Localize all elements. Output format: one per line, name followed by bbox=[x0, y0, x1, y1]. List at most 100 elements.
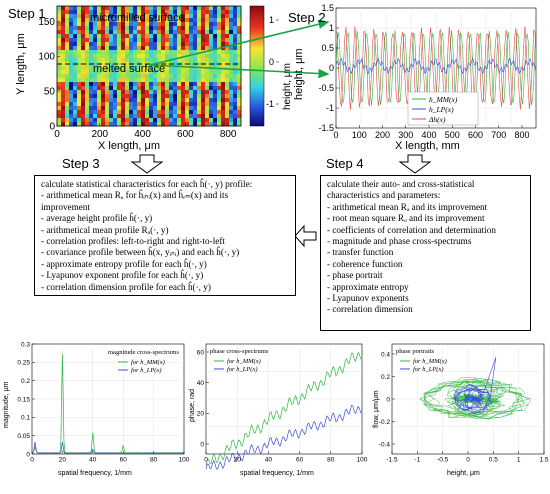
pp-xticks-label-1: -1 bbox=[414, 457, 420, 464]
step4-box: calculate their auto- and cross-statisti… bbox=[320, 175, 531, 331]
ph-yticks-label-2: 20 bbox=[197, 411, 205, 418]
colorbar bbox=[249, 5, 265, 127]
cb-ticks-label-2: -1 bbox=[266, 99, 274, 109]
pp-xticks-label-5: 1 bbox=[517, 457, 521, 464]
pp-series-hmm bbox=[418, 377, 531, 420]
prof-xticks-label-4: 400 bbox=[422, 130, 437, 140]
prof-xticks-label-1: 100 bbox=[352, 130, 367, 140]
pp-yticks-label-3: -0.2 bbox=[379, 419, 391, 426]
pp-xticks-label-0: -1.5 bbox=[386, 457, 398, 464]
pp-yticks-label-1: 0.2 bbox=[381, 374, 390, 381]
step1-label: Step 1 bbox=[8, 6, 46, 21]
heatmap-y-ticks: 0 50 100 150 bbox=[38, 17, 60, 133]
heatmap-label-micromilled: micromilled surface bbox=[90, 12, 185, 24]
series-hlp bbox=[335, 57, 537, 75]
mag-xticks-label-1: 20 bbox=[59, 457, 67, 464]
prof-xticks-label-3: 300 bbox=[398, 130, 413, 140]
legend-item-hlp: h_LP(x) bbox=[429, 105, 454, 114]
mag-xticks-label-4: 80 bbox=[150, 457, 158, 464]
step4-down-arrow bbox=[398, 154, 432, 174]
ph-yticks-label-1: 40 bbox=[197, 380, 205, 387]
magnitude-title: magnitude cross-spectrums bbox=[108, 349, 179, 356]
mag-yticks-label-4: 0.1 bbox=[21, 415, 30, 422]
heatmap-label-melted: melted surface bbox=[93, 63, 165, 75]
heatmap-frame bbox=[56, 5, 242, 127]
prof-xticks-label-5: 500 bbox=[445, 130, 460, 140]
mag-xticks-label-3: 60 bbox=[120, 457, 128, 464]
mag-legend-hmm: for h_MM(x) bbox=[131, 359, 165, 366]
ph-xticks-label-0: 0 bbox=[204, 457, 208, 464]
heatmap-y-axis-label: Y length, μm bbox=[15, 33, 27, 95]
profiles-x-axis-label: X length, mm bbox=[395, 140, 460, 152]
cb-ticks-label-0: 1 bbox=[269, 15, 274, 25]
heatmap-x-axis-label: X length, μm bbox=[98, 140, 160, 152]
phase-legend-hlp: for h_LP(x) bbox=[227, 366, 258, 373]
box-step3-line-3: - average height profile ĥ(·, y) bbox=[41, 213, 153, 224]
prof-yticks-label-0: 1.5 bbox=[321, 3, 334, 13]
pp-yticks-label-4: -0.4 bbox=[379, 441, 391, 448]
mag-yticks-label-2: 0.2 bbox=[21, 378, 30, 385]
heat-xticks-label-1: 200 bbox=[91, 129, 108, 140]
arrow-to-profile-mid bbox=[149, 64, 330, 79]
box-step4-line-3: - root mean square Rₒ and its improvemen… bbox=[327, 213, 485, 224]
prof-xticks-label-0: 0 bbox=[333, 130, 338, 140]
phase-x-ticks: 0 20 40 60 80 100 bbox=[204, 451, 368, 464]
magnitude-panel: 0 20 40 60 80 100 0.3 0.25 0.2 0.15 0.1 0.05 0 magn… bbox=[3, 341, 190, 477]
step4-to-step3-arrow bbox=[294, 224, 317, 248]
box-step3-line-4: - arithmetical mean profile Rₐ(·, y) bbox=[41, 224, 169, 235]
heat-yticks-label-3: 150 bbox=[38, 17, 55, 28]
ph-xticks-label-4: 80 bbox=[327, 457, 335, 464]
box-step3-line-5: - correlation profiles: left-to-right an… bbox=[41, 236, 225, 246]
ph-yticks-label-0: 60 bbox=[197, 349, 205, 356]
box-step4-line-1: characteristics and parameters: bbox=[327, 190, 441, 201]
prof-xticks-label-6: 600 bbox=[468, 130, 483, 140]
pp-yticks-label-0: 0.4 bbox=[381, 351, 390, 358]
prof-xticks-label-7: 700 bbox=[491, 130, 506, 140]
step3-box: calculate statistical characteristics fo… bbox=[34, 175, 296, 296]
mag-yticks-label-6: 0 bbox=[26, 451, 30, 458]
mag-yticks-label-0: 0.3 bbox=[21, 341, 30, 348]
step3-down-arrow bbox=[130, 154, 164, 174]
box-step4-line-6: - transfer function bbox=[327, 247, 394, 258]
mag-xticks-label-5: 100 bbox=[179, 457, 190, 464]
box-step3-line-9: - correlation dimension profile for each… bbox=[41, 281, 211, 292]
heat-yticks-label-2: 100 bbox=[38, 52, 55, 63]
pp-xticks-label-2: -0.5 bbox=[437, 457, 449, 464]
phase-series-hlp bbox=[205, 404, 362, 470]
mag-legend-hlp: for h_LP(x) bbox=[131, 367, 162, 374]
phase-series-hmm bbox=[205, 351, 363, 466]
phase-title: phase cross-spectrums bbox=[210, 348, 269, 355]
pp-yticks-label-2: 0 bbox=[386, 396, 390, 403]
box-step4-line-9: - approximate entropy bbox=[327, 281, 409, 292]
mag-series-hlp bbox=[31, 441, 185, 454]
pp-legend-hlp: for h_LP(x) bbox=[413, 366, 444, 373]
phase-panel: 0 20 40 60 80 100 60 40 20 0 phase cross-spectru… bbox=[189, 343, 368, 477]
magnitude-grid bbox=[32, 344, 184, 454]
profiles-y-axis-label: height, μm bbox=[293, 48, 305, 100]
prof-yticks-label-2: 0.5 bbox=[321, 43, 334, 53]
prof-xticks-label-2: 200 bbox=[375, 130, 390, 140]
heat-xticks-label-0: 0 bbox=[54, 129, 60, 140]
magnitude-y-ticks: 0.3 0.25 0.2 0.15 0.1 0.05 0 bbox=[17, 341, 35, 458]
magnitude-legend: for h_MM(x) for h_LP(x) bbox=[118, 359, 165, 374]
magnitude-y-axis-label: magnitude, μm bbox=[3, 381, 10, 428]
phase-legend-hmm: for h_MM(x) bbox=[227, 358, 261, 365]
heat-xticks-label-3: 600 bbox=[177, 129, 194, 140]
ph-yticks-label-3: 0 bbox=[200, 441, 204, 448]
box-step4-line-0: calculate their auto- and cross-statisti… bbox=[327, 179, 475, 189]
phase-legend: for h_MM(x) for h_LP(x) bbox=[214, 358, 261, 373]
heatmap-panel: micromilled surface melted surface 0 200 4… bbox=[15, 5, 293, 152]
portrait-y-ticks: 0.4 0.2 0 -0.2 -0.4 bbox=[379, 351, 395, 448]
colorbar-ticks: 1 0 -1 bbox=[266, 15, 279, 109]
step3-label: Step 3 bbox=[62, 156, 100, 171]
mag-yticks-label-3: 0.15 bbox=[17, 396, 30, 403]
portrait-lines bbox=[418, 357, 531, 420]
prof-xticks-label-8: 800 bbox=[515, 130, 530, 140]
portrait-x-axis-label: height, μm bbox=[447, 470, 480, 477]
series-hmm bbox=[335, 30, 537, 106]
box-step4-line-8: - phase portrait bbox=[327, 270, 383, 281]
phase-x-axis-label: spatial frequency, 1/mm bbox=[240, 470, 314, 477]
box-step3-line-6: - covariance profile between ĥ(x, yᵢₙᵢ) … bbox=[41, 247, 240, 258]
box-step3-line-7: - approximate entropy profile for each ĥ… bbox=[41, 258, 207, 269]
